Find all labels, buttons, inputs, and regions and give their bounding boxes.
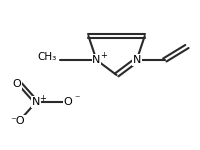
Text: +: + [39, 94, 46, 103]
Text: +: + [100, 51, 106, 60]
Text: N: N [132, 55, 140, 65]
Text: ⁻O: ⁻O [10, 116, 25, 126]
Text: O: O [13, 79, 21, 89]
Text: ⁻: ⁻ [74, 94, 79, 104]
Text: N: N [32, 97, 40, 107]
Text: O: O [63, 97, 72, 107]
Text: N: N [92, 55, 100, 65]
Text: CH₃: CH₃ [37, 52, 56, 62]
